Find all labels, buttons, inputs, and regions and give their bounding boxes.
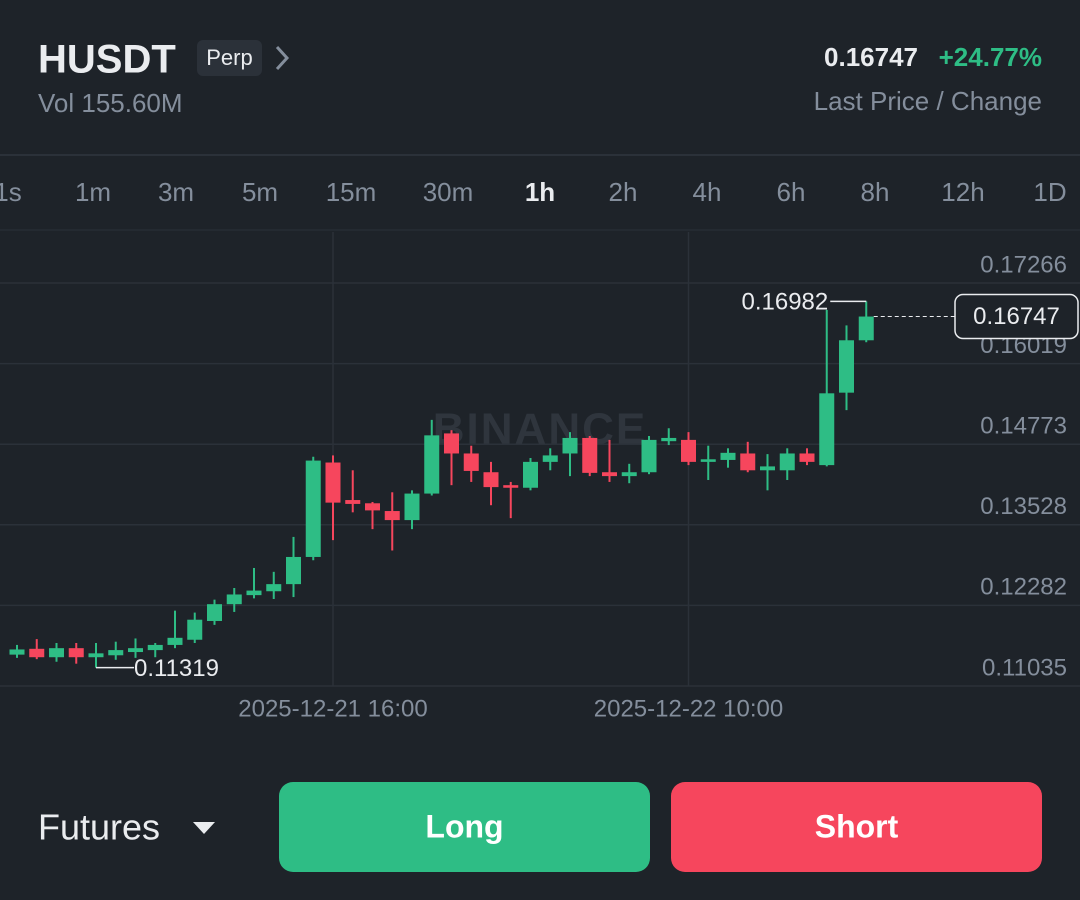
high-marker: 0.16982 bbox=[741, 289, 828, 316]
candle-body bbox=[147, 644, 163, 651]
watermark: BINANCE bbox=[433, 405, 647, 454]
candle-body bbox=[207, 604, 222, 621]
short-label[interactable]: Short bbox=[815, 808, 899, 844]
symbol-chevron[interactable] bbox=[275, 45, 290, 71]
last-price-box bbox=[954, 293, 1079, 340]
short-button[interactable] bbox=[671, 782, 1042, 872]
candle-body bbox=[562, 437, 578, 454]
candle-body bbox=[799, 453, 815, 462]
long-button[interactable] bbox=[279, 782, 650, 872]
candle-body bbox=[503, 485, 519, 488]
candle-body bbox=[444, 433, 459, 454]
candle-body bbox=[582, 437, 598, 473]
candle-body bbox=[424, 435, 440, 494]
candle-body bbox=[621, 472, 637, 477]
low-marker: 0.11319 bbox=[134, 655, 219, 682]
timeframe-tab[interactable]: 5m bbox=[242, 177, 278, 207]
timeframe-tab[interactable]: 6h bbox=[777, 177, 806, 207]
price-change: +24.77% bbox=[939, 42, 1042, 72]
timeframe-tab[interactable]: 4h bbox=[693, 177, 722, 207]
candle-body bbox=[720, 452, 736, 460]
last-price: 0.16747 bbox=[824, 42, 918, 72]
timeframe-tabs: 1s 1m 3m 5m 15m 30m 1h 2h 4h 6h 8h 12h 1D bbox=[0, 177, 1067, 207]
timeframe-tab[interactable]: 1h bbox=[525, 177, 555, 207]
timeframe-tab[interactable]: 30m bbox=[423, 177, 474, 207]
candle-body bbox=[49, 648, 64, 658]
candle-body bbox=[226, 594, 242, 605]
timeframe-tab[interactable]: 1D bbox=[1033, 177, 1066, 207]
price-caption: Last Price / Change bbox=[814, 86, 1042, 116]
timeframe-tab[interactable]: 1s bbox=[0, 177, 22, 207]
volume: Vol 155.60M bbox=[38, 88, 183, 118]
candle-body bbox=[68, 648, 84, 658]
candle-body bbox=[167, 637, 183, 645]
timeframe-tab[interactable]: 8h bbox=[861, 177, 890, 207]
candle-body bbox=[108, 650, 124, 656]
y-tick-label: 0.17266 bbox=[980, 251, 1067, 278]
candle-body bbox=[128, 648, 143, 653]
candle-body bbox=[305, 460, 321, 557]
contract-badge bbox=[197, 40, 262, 76]
timeframe-tab[interactable]: 3m bbox=[158, 177, 194, 207]
candle-body bbox=[661, 437, 677, 442]
candle-body bbox=[641, 439, 657, 473]
y-tick-label: 0.12282 bbox=[980, 574, 1067, 601]
timeframe-tab[interactable]: 1m bbox=[75, 177, 111, 207]
candle-body bbox=[463, 453, 479, 471]
candle-body bbox=[286, 556, 301, 585]
candle-body bbox=[819, 393, 835, 466]
candle-body bbox=[404, 493, 420, 521]
candle-body bbox=[325, 462, 341, 503]
candle-body bbox=[602, 472, 617, 477]
chart: 0.110350.122820.135280.147730.160190.172… bbox=[0, 232, 1080, 722]
candle-body bbox=[523, 461, 538, 488]
candle-body bbox=[9, 649, 25, 655]
symbol[interactable]: HUSDT bbox=[38, 38, 176, 82]
long-label[interactable]: Long bbox=[425, 808, 503, 844]
candle-body bbox=[345, 500, 361, 504]
contract-type: Perp bbox=[206, 45, 252, 70]
candle-body bbox=[700, 459, 716, 462]
x-tick-label: 2025-12-22 10:00 bbox=[594, 695, 784, 722]
candle-body bbox=[779, 453, 795, 471]
y-tick-label: 0.14773 bbox=[980, 413, 1067, 440]
candle-body bbox=[88, 653, 104, 658]
y-tick-label: 0.11035 bbox=[982, 654, 1067, 681]
candle-body bbox=[681, 439, 696, 462]
candle-body bbox=[384, 511, 400, 521]
candle-body bbox=[365, 503, 380, 511]
candle-body bbox=[760, 466, 775, 471]
candle-body bbox=[839, 340, 854, 393]
candle-body bbox=[266, 584, 282, 592]
last-price-label: 0.16747 bbox=[973, 303, 1060, 330]
candle-body bbox=[740, 453, 756, 471]
timeframe-tab[interactable]: 12h bbox=[941, 177, 984, 207]
y-tick-label: 0.13528 bbox=[980, 493, 1067, 520]
candle-body bbox=[483, 472, 499, 488]
market-selector[interactable]: Futures bbox=[38, 807, 160, 848]
x-tick-label: 2025-12-21 16:00 bbox=[238, 695, 428, 722]
candle-body bbox=[187, 619, 203, 640]
candle-body bbox=[246, 590, 262, 596]
candle-body bbox=[29, 648, 45, 658]
candle-body bbox=[858, 316, 874, 341]
timeframe-tab[interactable]: 15m bbox=[326, 177, 377, 207]
candle-body bbox=[542, 455, 558, 462]
timeframe-tab[interactable]: 2h bbox=[609, 177, 638, 207]
dropdown-arrow[interactable] bbox=[193, 822, 215, 834]
